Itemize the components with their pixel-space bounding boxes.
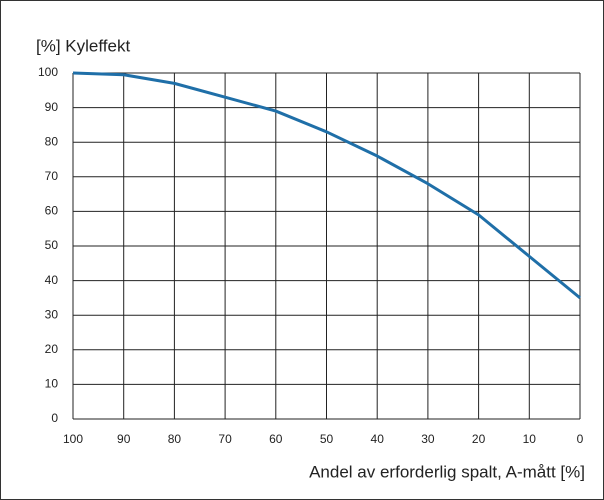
x-tick-label: 90 [117, 432, 131, 446]
y-tick-label: 20 [45, 342, 59, 356]
y-tick-label: 10 [45, 377, 59, 391]
y-tick-label: 80 [45, 134, 59, 148]
y-tick-label: 100 [38, 65, 58, 79]
y-tick-label: 30 [45, 307, 59, 321]
y-tick-label: 0 [51, 411, 58, 425]
x-tick-label: 100 [63, 432, 83, 446]
y-tick-label: 50 [45, 238, 59, 252]
y-tick-label: 60 [45, 204, 59, 218]
x-axis-label: Andel av erforderlig spalt, A-mått [%] [309, 462, 585, 481]
y-tick-label: 90 [45, 100, 59, 114]
x-tick-label: 40 [371, 432, 385, 446]
chart-title: [%] Kyleffekt [36, 36, 130, 55]
x-tick-label: 80 [168, 432, 182, 446]
x-tick-label: 20 [472, 432, 486, 446]
y-tick-label: 70 [45, 169, 59, 183]
data-line [72, 71, 581, 300]
x-tick-label: 50 [320, 432, 334, 446]
x-tick-label: 10 [523, 432, 537, 446]
x-tick-label: 30 [421, 432, 435, 446]
x-tick-label: 60 [269, 432, 283, 446]
x-tick-label: 70 [218, 432, 232, 446]
y-tick-label: 40 [45, 273, 59, 287]
x-tick-label: 0 [577, 432, 584, 446]
